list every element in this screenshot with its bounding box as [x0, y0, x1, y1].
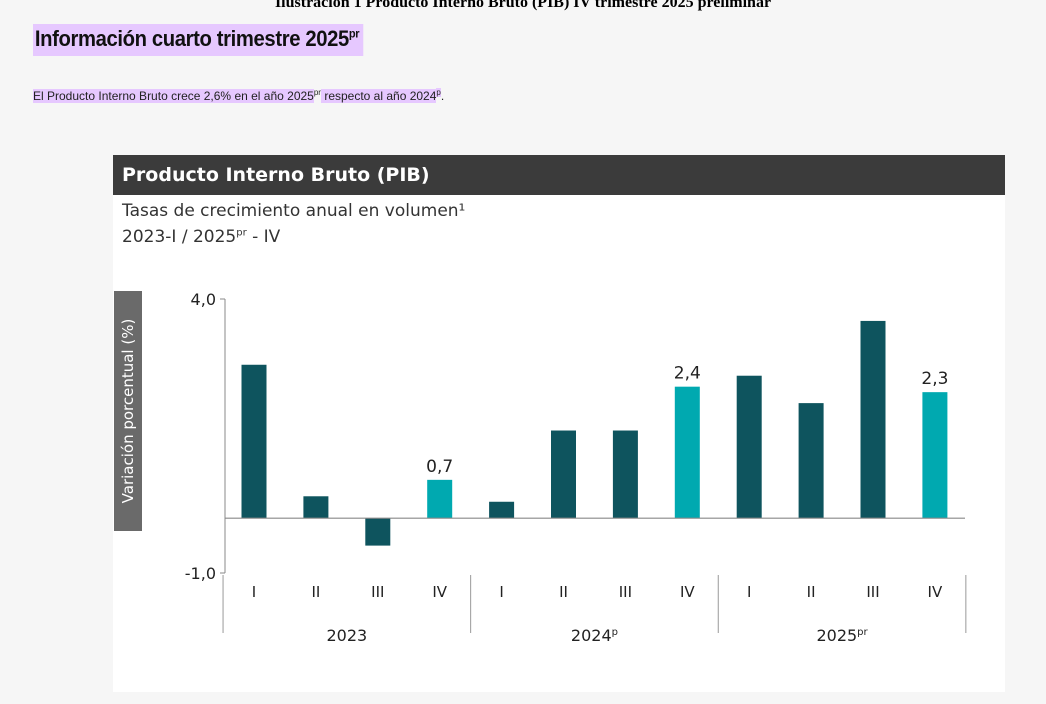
category-label-6: II: [559, 583, 568, 601]
bar-4: [427, 479, 453, 519]
category-label-5: I: [499, 583, 503, 601]
year-label-2025: 2025pr: [816, 626, 868, 645]
lead-sup-2: p: [436, 88, 441, 97]
y-axis-label: Variación porcentual (%): [119, 319, 137, 504]
year-sup-2025: pr: [857, 627, 868, 638]
heading-superscript: pr: [348, 26, 360, 41]
category-label-10: II: [807, 583, 816, 601]
period-sup: pr: [236, 227, 247, 239]
category-label-2: II: [311, 583, 320, 601]
year-label-2023: 2023: [326, 626, 367, 645]
chart-title: Producto Interno Bruto (PIB): [113, 155, 1005, 195]
chart-subtitle: Tasas de crecimiento anual en volumen¹: [122, 201, 466, 221]
period-end: - IV: [246, 227, 281, 247]
lead-text-2: respecto al año 2024: [320, 89, 437, 103]
bar-5: [489, 501, 515, 519]
y-tick-label-top: 4,0: [191, 290, 216, 309]
category-label-7: III: [619, 583, 632, 601]
heading-text: Información cuarto trimestre 2025: [34, 26, 349, 51]
bar-11: [860, 320, 886, 519]
bar-10: [798, 403, 824, 519]
bar-12: [922, 392, 948, 519]
page-heading: Información cuarto trimestre 2025pr: [33, 24, 363, 56]
category-label-11: III: [866, 583, 879, 601]
bar-3: [365, 518, 391, 546]
lead-sup-1: pr: [313, 88, 321, 97]
category-label-3: III: [371, 583, 384, 601]
bar-2: [303, 496, 329, 519]
bar-1: [241, 364, 267, 519]
data-label-12: 2,3: [921, 369, 948, 389]
chart-card: Producto Interno Bruto (PIB) Tasas de cr…: [113, 155, 1005, 692]
lead-end: .: [440, 89, 445, 103]
bar-6: [551, 430, 576, 519]
category-label-12: IV: [928, 583, 943, 601]
bar-7: [612, 430, 638, 519]
data-label-8: 2,4: [674, 364, 701, 384]
figure-caption: Ilustración 1 Producto Interno Bruto (PI…: [274, 0, 772, 11]
category-label-9: I: [747, 583, 751, 601]
category-label-8: IV: [680, 583, 695, 601]
category-label-4: IV: [432, 583, 447, 601]
period-text: 2023-I / 2025: [122, 227, 237, 247]
lead-text-1: El Producto Interno Bruto crece 2,6% en …: [33, 89, 314, 103]
year-label-2024: 2024p: [571, 626, 618, 645]
year-sup-2024: p: [612, 627, 618, 638]
y-axis-label-box: [114, 291, 142, 531]
lead-paragraph: El Producto Interno Bruto crece 2,6% en …: [33, 88, 444, 103]
chart-period: 2023-I / 2025pr - IV: [122, 227, 280, 247]
bar-9: [736, 375, 762, 519]
bar-8: [674, 386, 700, 519]
data-label-4: 0,7: [426, 457, 453, 477]
category-label-1: I: [252, 583, 256, 601]
y-tick-label-bottom: -1,0: [185, 564, 216, 583]
